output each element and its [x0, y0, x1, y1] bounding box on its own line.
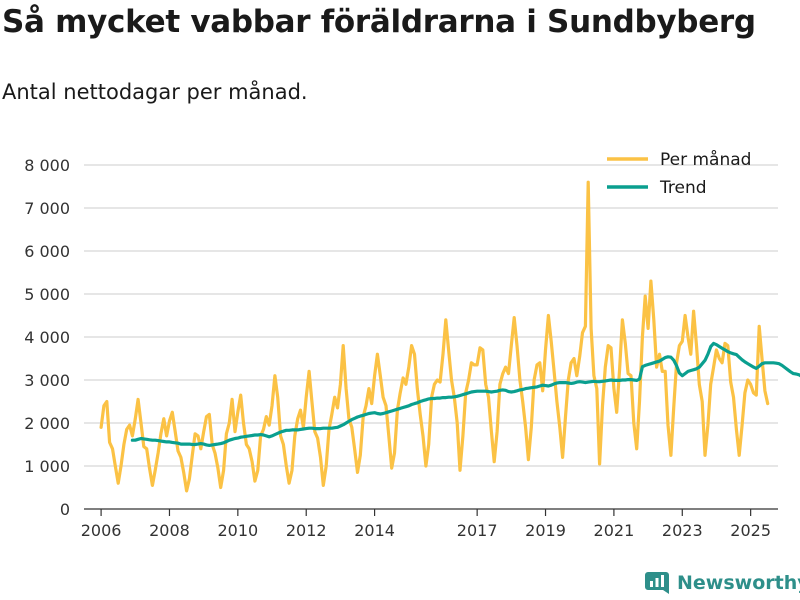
chart-series	[99, 180, 800, 493]
y-tick-label: 2 000	[24, 414, 70, 433]
y-tick-label: 0	[60, 500, 70, 519]
brand-logo: Newsworthy	[644, 570, 800, 596]
x-tick-label: 2017	[457, 521, 498, 540]
brand-name: Newsworthy	[677, 572, 800, 594]
legend: Per månad Trend	[607, 149, 751, 198]
x-tick-label: 2010	[217, 521, 258, 540]
x-tick-label: 2019	[525, 521, 566, 540]
x-tick-label: 2014	[354, 521, 395, 540]
x-axis: 2006 2008 2010 2012 2014 2017 2019 2021 2023 2025	[81, 508, 778, 540]
x-tick-label: 2023	[662, 521, 703, 540]
y-tick-label: 8 000	[24, 156, 70, 175]
legend-label: Per månad	[660, 149, 751, 170]
y-tick-label: 4 000	[24, 328, 70, 347]
x-tick-label: 2008	[149, 521, 190, 540]
y-tick-label: 7 000	[24, 199, 70, 218]
y-axis-ticks: 0 1 000 2 000 3 000 4 000 5 000 6 000 7 000 8 00…	[24, 156, 70, 519]
y-tick-label: 1 000	[24, 457, 70, 476]
x-tick-label: 2006	[81, 521, 122, 540]
y-tick-label: 5 000	[24, 285, 70, 304]
y-tick-label: 6 000	[24, 242, 70, 261]
page-subtitle: Antal nettodagar per månad.	[2, 80, 308, 104]
x-tick-label: 2025	[730, 521, 771, 540]
y-tick-label: 3 000	[24, 371, 70, 390]
grid-lines	[84, 164, 778, 467]
page-title: Så mycket vabbar föräldrarna i Sundbyber…	[2, 4, 756, 40]
legend-label: Trend	[659, 178, 707, 198]
newsworthy-logo-icon	[645, 572, 669, 594]
series-line-trend	[130, 341, 800, 447]
x-tick-label: 2021	[594, 521, 635, 540]
x-tick-label: 2012	[286, 521, 327, 540]
